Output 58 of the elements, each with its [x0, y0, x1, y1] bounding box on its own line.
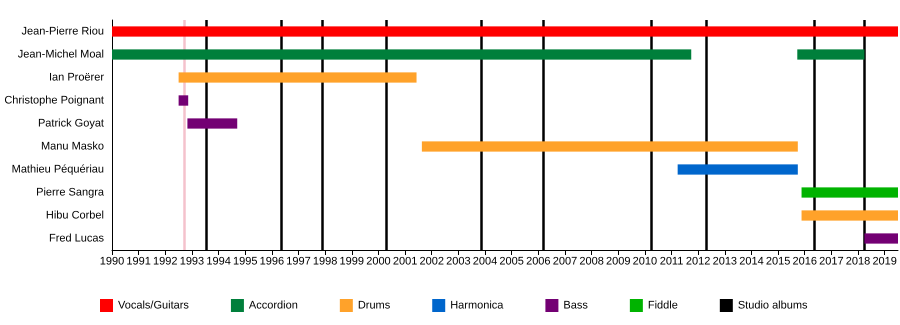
y-tick-label: Ian Proërer — [48, 72, 104, 84]
bar — [802, 187, 898, 198]
x-tick-label: 1992 — [153, 256, 178, 268]
x-tick-label: 2004 — [472, 256, 498, 268]
x-tick-label: 1993 — [180, 256, 204, 268]
bar — [112, 26, 898, 37]
x-tick-label: 1999 — [340, 256, 364, 268]
x-tick-label: 1994 — [206, 256, 231, 268]
x-tick-label: 2013 — [712, 256, 738, 268]
x-tick-label: 1990 — [100, 256, 124, 268]
y-tick-label: Patrick Goyat — [38, 118, 104, 130]
x-tick-label: 1997 — [286, 256, 311, 268]
legend-label: Drums — [358, 300, 391, 312]
x-tick-label: 2019 — [872, 256, 897, 268]
x-tick-label: 2001 — [392, 256, 418, 268]
y-tick-label: Hibu Corbel — [46, 210, 104, 222]
x-tick-label: 2002 — [419, 256, 444, 268]
bar — [797, 49, 864, 60]
x-tick-label: 2011 — [660, 256, 684, 268]
bar — [187, 118, 238, 129]
x-tick-label: 2010 — [632, 256, 658, 268]
x-tick-label: 2018 — [846, 256, 870, 268]
legend-label: Studio albums — [738, 300, 808, 312]
y-tick-label: Christophe Poignant — [4, 94, 104, 106]
x-tick-label: 2009 — [606, 256, 630, 268]
legend-label: Bass — [563, 300, 588, 312]
legend-label: Harmonica — [450, 300, 504, 312]
x-tick-label: 2008 — [579, 256, 604, 268]
y-tick-label: Pierre Sangra — [36, 186, 105, 198]
x-tick-label: 1995 — [232, 256, 258, 268]
x-tick-label: 2000 — [366, 256, 391, 268]
x-tick-label: 1996 — [260, 256, 284, 268]
x-tick-label: 2003 — [446, 256, 471, 268]
x-tick-label: 1998 — [312, 256, 338, 268]
y-tick-label: Mathieu Péquériau — [12, 164, 104, 176]
y-tick-label: Jean-Michel Moal — [18, 48, 104, 60]
bar — [422, 141, 798, 152]
y-tick-label: Manu Masko — [41, 140, 104, 152]
y-tick-label: Fred Lucas — [48, 232, 104, 244]
x-tick-label: 2005 — [499, 256, 524, 268]
x-tick-label: 2016 — [792, 256, 817, 268]
legend-label: Fiddle — [648, 300, 678, 312]
x-tick-label: 2015 — [766, 256, 790, 268]
legend-label: Vocals/Guitars — [118, 300, 190, 312]
y-tick-label: Jean-Pierre Riou — [21, 26, 104, 38]
x-tick-label: 2007 — [552, 256, 578, 268]
legend-label: Accordion — [248, 300, 298, 312]
bar — [178, 95, 188, 106]
x-tick-label: 2014 — [739, 256, 764, 268]
bar — [112, 49, 692, 60]
bar — [864, 233, 898, 244]
x-tick-label: 2012 — [686, 256, 710, 268]
x-tick-label: 1991 — [126, 256, 151, 268]
bar — [802, 210, 898, 221]
bar — [178, 72, 417, 83]
x-tick-label: 2006 — [526, 256, 551, 268]
bar — [678, 164, 798, 175]
x-tick-label: 2017 — [819, 256, 844, 268]
